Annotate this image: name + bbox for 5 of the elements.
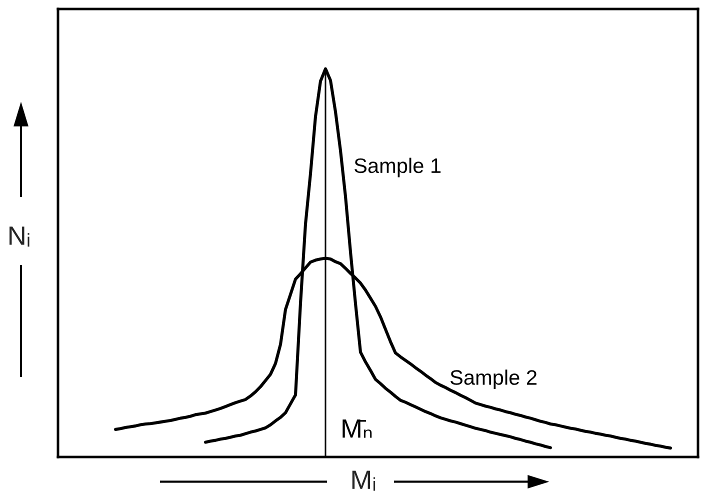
- series-label: Sample 2: [450, 370, 536, 390]
- annotation: M̄ₙ: [342, 419, 372, 438]
- y-axis-title: Nᵢ: [10, 226, 30, 247]
- x-axis-title: Mᵢ: [352, 470, 376, 491]
- series-label: Sample 1: [354, 158, 441, 178]
